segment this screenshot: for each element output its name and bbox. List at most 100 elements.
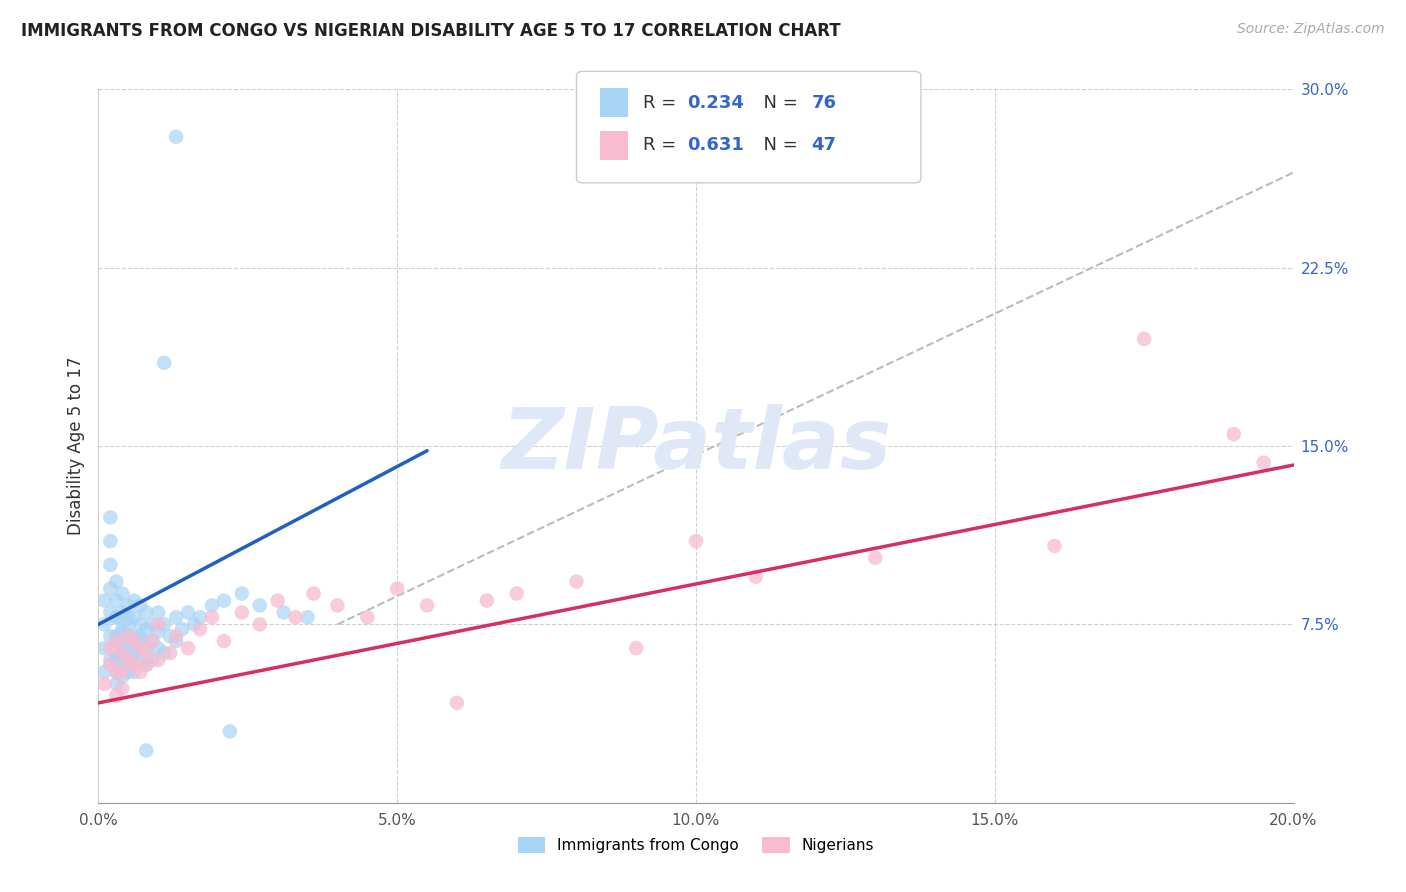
Point: [165, 610, 187, 624]
Point: [865, 550, 887, 565]
Point: [141, 653, 163, 667]
Point: [105, 677, 128, 691]
Point: [111, 670, 134, 684]
Point: [231, 606, 253, 620]
Point: [326, 599, 349, 613]
Point: [626, 641, 648, 656]
Point: [141, 634, 163, 648]
Text: N =: N =: [752, 94, 804, 112]
Point: [148, 624, 170, 639]
Legend: Immigrants from Congo, Nigerians: Immigrants from Congo, Nigerians: [512, 831, 880, 859]
Point: [153, 356, 176, 370]
Point: [165, 629, 187, 643]
Y-axis label: Disability Age 5 to 17: Disability Age 5 to 17: [66, 357, 84, 535]
Point: [745, 570, 768, 584]
Point: [201, 599, 224, 613]
Point: [105, 646, 128, 660]
Point: [117, 599, 139, 613]
Text: ZIPatlas: ZIPatlas: [501, 404, 891, 488]
Point: [141, 617, 163, 632]
Point: [98, 653, 122, 667]
Point: [148, 617, 170, 632]
Point: [129, 653, 152, 667]
Point: [506, 586, 529, 600]
Point: [165, 634, 187, 648]
Point: [93, 677, 115, 691]
Point: [111, 665, 134, 679]
Point: [1253, 456, 1275, 470]
Point: [565, 574, 588, 589]
Point: [105, 653, 128, 667]
Point: [111, 681, 134, 696]
Point: [117, 653, 139, 667]
Point: [267, 593, 290, 607]
Point: [105, 574, 128, 589]
Point: [105, 665, 128, 679]
Point: [135, 641, 157, 656]
Point: [129, 641, 152, 656]
Point: [98, 629, 122, 643]
Point: [105, 634, 128, 648]
Point: [249, 599, 271, 613]
Point: [111, 646, 134, 660]
Text: R =: R =: [643, 94, 682, 112]
Text: IMMIGRANTS FROM CONGO VS NIGERIAN DISABILITY AGE 5 TO 17 CORRELATION CHART: IMMIGRANTS FROM CONGO VS NIGERIAN DISABI…: [21, 22, 841, 40]
Point: [117, 629, 139, 643]
Point: [124, 634, 146, 648]
Point: [141, 634, 163, 648]
Point: [98, 641, 122, 656]
Point: [98, 510, 122, 524]
Point: [111, 622, 134, 636]
Point: [183, 617, 205, 632]
Point: [117, 634, 139, 648]
Point: [124, 646, 146, 660]
Text: 0.631: 0.631: [688, 136, 744, 154]
Point: [117, 610, 139, 624]
Point: [93, 593, 115, 607]
Point: [111, 646, 134, 660]
Point: [1133, 332, 1156, 346]
Point: [148, 653, 170, 667]
Point: [111, 641, 134, 656]
Point: [165, 129, 187, 144]
Text: 47: 47: [811, 136, 837, 154]
Point: [105, 665, 128, 679]
Point: [124, 593, 146, 607]
Point: [135, 743, 157, 757]
Point: [1043, 539, 1066, 553]
Point: [105, 689, 128, 703]
Point: [302, 586, 325, 600]
Point: [153, 617, 176, 632]
Point: [231, 586, 253, 600]
Point: [297, 610, 319, 624]
Point: [385, 582, 409, 596]
Point: [148, 606, 170, 620]
Point: [129, 634, 152, 648]
Point: [124, 665, 146, 679]
Point: [98, 534, 122, 549]
Point: [148, 641, 170, 656]
Point: [105, 610, 128, 624]
Point: [117, 665, 139, 679]
Point: [188, 622, 211, 636]
Point: [249, 617, 271, 632]
Point: [416, 599, 439, 613]
Point: [273, 606, 295, 620]
Point: [685, 534, 707, 549]
Point: [135, 606, 157, 620]
Point: [98, 582, 122, 596]
Point: [212, 634, 235, 648]
Point: [475, 593, 498, 607]
Point: [111, 586, 134, 600]
Text: N =: N =: [752, 136, 804, 154]
Point: [93, 617, 115, 632]
Point: [153, 646, 176, 660]
Point: [93, 641, 115, 656]
Point: [129, 629, 152, 643]
Point: [172, 622, 194, 636]
Point: [98, 606, 122, 620]
Point: [201, 610, 224, 624]
Point: [105, 634, 128, 648]
Point: [177, 641, 200, 656]
Point: [159, 629, 181, 643]
